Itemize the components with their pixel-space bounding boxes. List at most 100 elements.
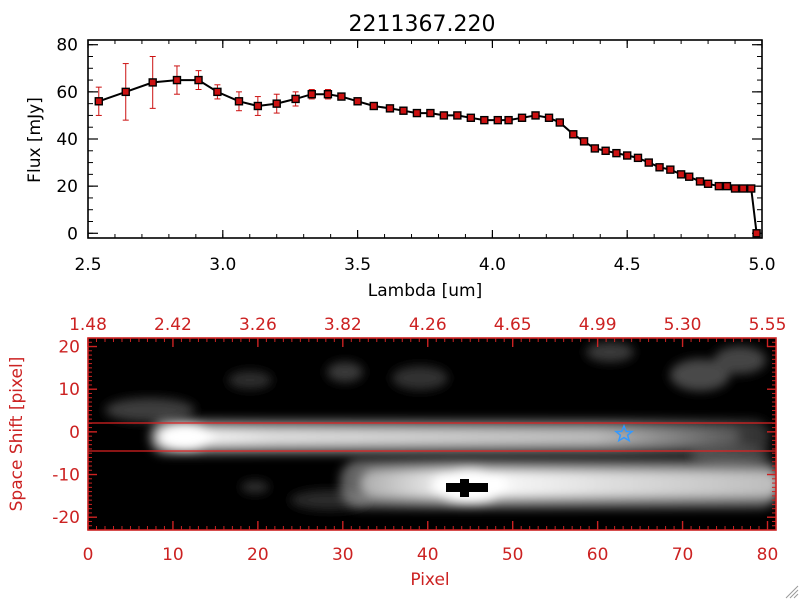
image-top-tick-label: 4.99 (579, 315, 617, 335)
spectrum-point (633, 153, 643, 163)
image-y-tick-label: 0 (69, 423, 80, 443)
spectrum-point (623, 151, 632, 160)
spectrum-point (730, 184, 740, 193)
spectrum-point (172, 75, 182, 85)
spectrum-y-tick-label: 20 (56, 177, 78, 197)
image-y-tick-label: -20 (52, 508, 80, 528)
image-frame (87, 337, 777, 531)
image-top-tick-label: 5.55 (749, 315, 787, 335)
black-cross-marker (446, 479, 488, 497)
spectrum-point (655, 163, 664, 172)
spectrum-point (121, 87, 130, 97)
image-x-tick-label: 10 (162, 545, 184, 565)
image-y-tick-label: -10 (52, 466, 80, 486)
image-top-tick-label: 1.48 (69, 315, 107, 335)
spectrum-y-axis-label: Flux [mJy] (25, 97, 45, 183)
spectrum-point (504, 115, 513, 125)
spectrum-point (148, 78, 157, 87)
image-x-tick-label: 70 (672, 545, 694, 565)
spectrum-point (612, 148, 621, 158)
spectrum-x-tick-label: 4.5 (614, 255, 641, 275)
image-y-ticks: -20 -10 0 10 20 (52, 337, 776, 531)
image-content (88, 342, 776, 510)
spectrum-point (752, 229, 761, 238)
image-top-tick-label: 2.42 (154, 315, 192, 335)
spectrum-point (747, 184, 756, 193)
spectrum-point (722, 181, 732, 191)
image-top-tick-label: 4.65 (494, 315, 532, 335)
spectrum-point (644, 158, 653, 167)
chart-title: 2211367.220 (349, 12, 496, 37)
spectrum-point (385, 104, 395, 113)
spectrum-point (685, 172, 694, 181)
spectrum-point (738, 184, 748, 193)
image-x-tick-label: 60 (587, 545, 609, 565)
spectrum-point (517, 113, 527, 122)
image-x-tick-label: 20 (247, 545, 269, 565)
spectrum-x-tick-label: 5.0 (748, 255, 775, 275)
spectrum-x-tick-label: 2.5 (74, 255, 101, 275)
spectrum-point (480, 115, 489, 125)
image-x-axis-label: Pixel (410, 570, 449, 590)
spectrum-point (213, 87, 222, 97)
spectrum-y-tick-label: 40 (56, 130, 78, 150)
spectrum-point (307, 90, 316, 99)
spectrum-point (369, 101, 378, 111)
spectrum-y-tick-label: 60 (56, 83, 78, 103)
spectrum-point (453, 111, 462, 120)
spectrum-plot: 2.5 3.0 3.5 4.0 4.5 5.0 0 20 40 60 80 Lambda [um]… (25, 36, 776, 301)
spectrum-point (399, 106, 408, 115)
image-top-tick-label: 3.82 (324, 315, 362, 335)
lower-trace (340, 460, 776, 508)
image-x-tick-label: 30 (332, 545, 354, 565)
image-top-tick-label: 5.30 (664, 315, 702, 335)
spectrum-plot-frame (87, 39, 763, 239)
spectrum-point (291, 94, 300, 104)
spectrum-point (253, 101, 263, 111)
spectrum-point (412, 108, 422, 118)
image-x-tick-label: 0 (83, 545, 94, 565)
spectrum-y-tick-label: 0 (67, 224, 78, 244)
spectrum-point (426, 108, 435, 118)
spectrum-point (439, 111, 449, 120)
spectrum-point (676, 170, 686, 179)
spectrum-point (703, 179, 713, 188)
spectrum-point (569, 130, 578, 139)
image-y-tick-label: 10 (58, 380, 80, 400)
spectrum-series (94, 56, 761, 238)
image-y-axis-label: Space Shift [pixel] (7, 357, 27, 512)
spectrum-point (353, 97, 362, 106)
spectrum-point (666, 165, 675, 174)
image-x-tick-label: 80 (757, 545, 779, 565)
image-x-tick-label: 50 (502, 545, 524, 565)
spectrum-point (493, 115, 502, 125)
spectrum-line (98, 79, 758, 234)
spectrum-x-axis-label: Lambda [um] (368, 281, 482, 301)
spectrum-y-tick-label: 80 (56, 36, 78, 56)
spectrum-point (337, 92, 346, 101)
upper-trace (150, 420, 770, 454)
spectrum-y-ticks: 0 20 40 60 80 (56, 36, 762, 244)
spectrum-point (94, 97, 103, 106)
spectrum-image-panel: 0 10 20 30 40 50 60 70 80 -20 -10 0 10 20 1.48 2.42 3.… (7, 315, 786, 590)
spectrum-point (695, 177, 705, 186)
image-top-tick-label: 4.26 (409, 315, 447, 335)
spectrum-point (579, 137, 589, 146)
spectrum-x-tick-label: 4.0 (479, 255, 506, 275)
image-x-tick-label: 40 (417, 545, 439, 565)
spectrum-x-tick-label: 3.5 (344, 255, 371, 275)
spectrum-point (714, 181, 724, 191)
spectrum-x-tick-label: 3.0 (209, 255, 236, 275)
spectrum-point (194, 75, 203, 85)
spectrum-point (531, 111, 540, 120)
spectrum-point (466, 113, 476, 122)
resize-grip-icon[interactable] (785, 585, 799, 599)
image-y-tick-label: 20 (58, 338, 80, 358)
spectrum-point (555, 118, 564, 127)
spectrum-point (234, 97, 244, 106)
spectrum-point (272, 99, 281, 108)
star-icon (613, 424, 635, 443)
spectrum-point (590, 144, 600, 153)
